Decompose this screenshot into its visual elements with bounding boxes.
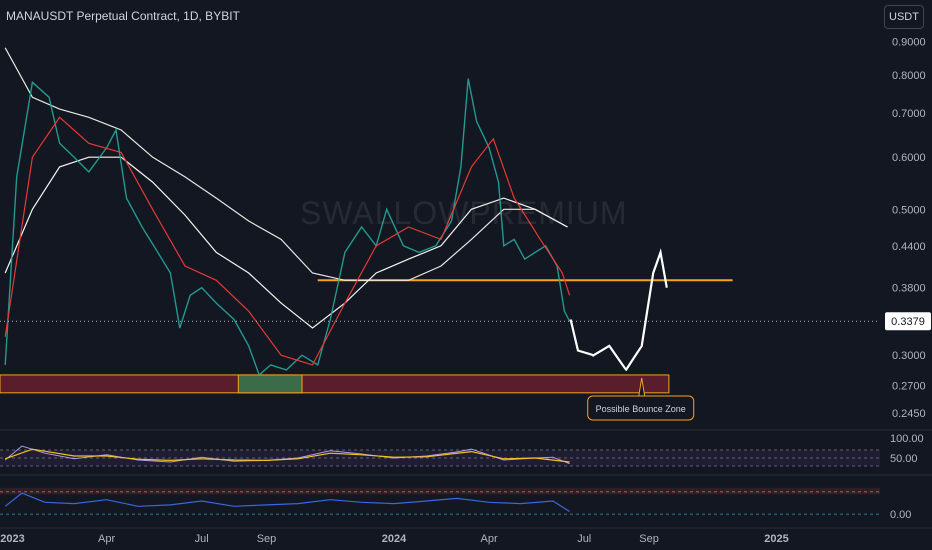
y-tick-label: 0.4400 xyxy=(892,241,926,253)
ma-slow-line xyxy=(4,47,568,281)
x-tick-label: Apr xyxy=(98,533,115,545)
ma-fast-line xyxy=(4,116,571,366)
last-price-label: 0.3379 xyxy=(891,316,925,328)
y-tick-label: 0.2700 xyxy=(892,380,926,392)
currency-button[interactable]: USDT xyxy=(884,5,924,29)
y-tick-label: 0.5000 xyxy=(892,204,926,216)
annotation-label: Possible Bounce Zone xyxy=(596,404,686,414)
chart-title: MANAUSDT Perpetual Contract, 1D, BYBIT xyxy=(6,9,240,23)
y-tick-label: 0.6000 xyxy=(892,152,926,164)
y-tick-label: 0.3800 xyxy=(892,283,926,295)
support-zone xyxy=(0,374,670,394)
osc-tick-label: 0.00 xyxy=(890,509,911,521)
y-tick-label: 0.2450 xyxy=(892,408,926,420)
y-tick-label: 0.9000 xyxy=(892,36,926,48)
osc-upper-band xyxy=(0,487,880,495)
x-tick-label: Apr xyxy=(481,533,498,545)
x-tick-label: Jul xyxy=(195,533,209,545)
x-tick-label: Sep xyxy=(257,533,277,545)
y-tick-label: 0.8000 xyxy=(892,70,926,82)
x-tick-label: 2023 xyxy=(0,533,24,545)
projection-path xyxy=(569,248,668,372)
rsi-ma-line xyxy=(5,448,570,463)
x-tick-label: Jul xyxy=(577,533,591,545)
osc-line xyxy=(4,492,570,513)
annotation-box xyxy=(587,395,695,421)
y-tick-label: 0.7000 xyxy=(892,108,926,120)
y-tick-label: 0.3000 xyxy=(892,350,926,362)
watermark: SWALLOWPREMIUM xyxy=(300,195,628,231)
accumulation-zone xyxy=(237,374,303,394)
rsi-tick-label: 50.00 xyxy=(890,453,918,465)
x-tick-label: Sep xyxy=(639,533,659,545)
ma-mid-line xyxy=(4,156,568,329)
last-price-badge xyxy=(885,312,931,331)
price-line xyxy=(4,78,571,377)
rsi-tick-label: 100.00 xyxy=(890,433,924,445)
x-tick-label: 2025 xyxy=(764,533,788,545)
x-tick-label: 2024 xyxy=(382,533,407,545)
